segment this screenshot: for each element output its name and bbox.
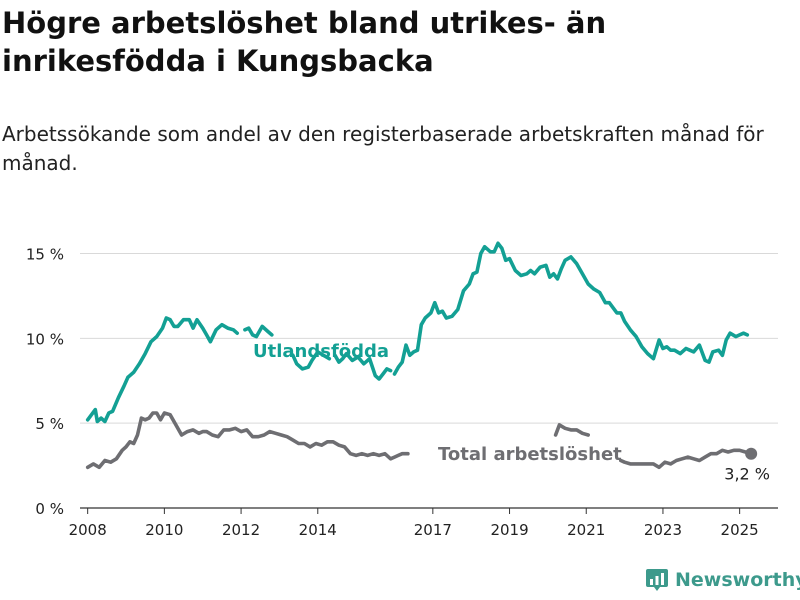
x-tick-label: 2010: [145, 521, 183, 539]
series-line-utlandsfodda: [333, 351, 393, 381]
y-tick-label: 5 %: [35, 415, 64, 433]
axis-layer: 0 % 5 % 10 % 15 % 2008 2010 2012 2014 2017 2019 20…: [26, 245, 759, 539]
y-tick-label: 15 %: [26, 245, 64, 263]
y-tick-label: 0 %: [35, 500, 64, 518]
end-value-label: 3,2 %: [724, 465, 770, 484]
x-tick-label: 2012: [222, 521, 260, 539]
x-tick-label: 2025: [721, 521, 759, 539]
x-tick-label: 2021: [567, 521, 605, 539]
series-line-utlandsfodda: [85, 316, 239, 424]
y-tick-label: 10 %: [26, 330, 64, 348]
series-line-utlandsfodda: [243, 324, 274, 339]
series-line-utlandsfodda: [392, 241, 750, 376]
series-line-total: [618, 448, 754, 470]
brand-logo: Newsworthy: [645, 568, 800, 592]
series-line-total: [85, 411, 410, 470]
brand-name: Newsworthy: [675, 569, 800, 591]
x-tick-label: 2023: [644, 521, 682, 539]
x-tick-label: 2019: [490, 521, 528, 539]
series-line-utlandsfodda: [291, 350, 332, 371]
x-tick-label: 2017: [414, 521, 452, 539]
x-tick-label: 2014: [299, 521, 337, 539]
label-layer: 3,2 % Utlandsfödda Total arbetslöshet: [253, 341, 770, 484]
series-label-utlandsfodda: Utlandsfödda: [253, 341, 389, 362]
series-line-total: [553, 423, 591, 437]
series-layer: [85, 241, 758, 470]
x-tick-label: 2008: [69, 521, 107, 539]
grid-layer: [80, 252, 778, 509]
series-label-total: Total arbetslöshet: [438, 444, 622, 465]
series-end-marker: [745, 447, 758, 460]
chart-subtitle: Arbetssökande som andel av den registerb…: [2, 122, 764, 175]
newsworthy-logo-icon: [646, 569, 668, 591]
chart-title: Högre arbetslöshet bland utrikes- än inr…: [2, 6, 607, 78]
